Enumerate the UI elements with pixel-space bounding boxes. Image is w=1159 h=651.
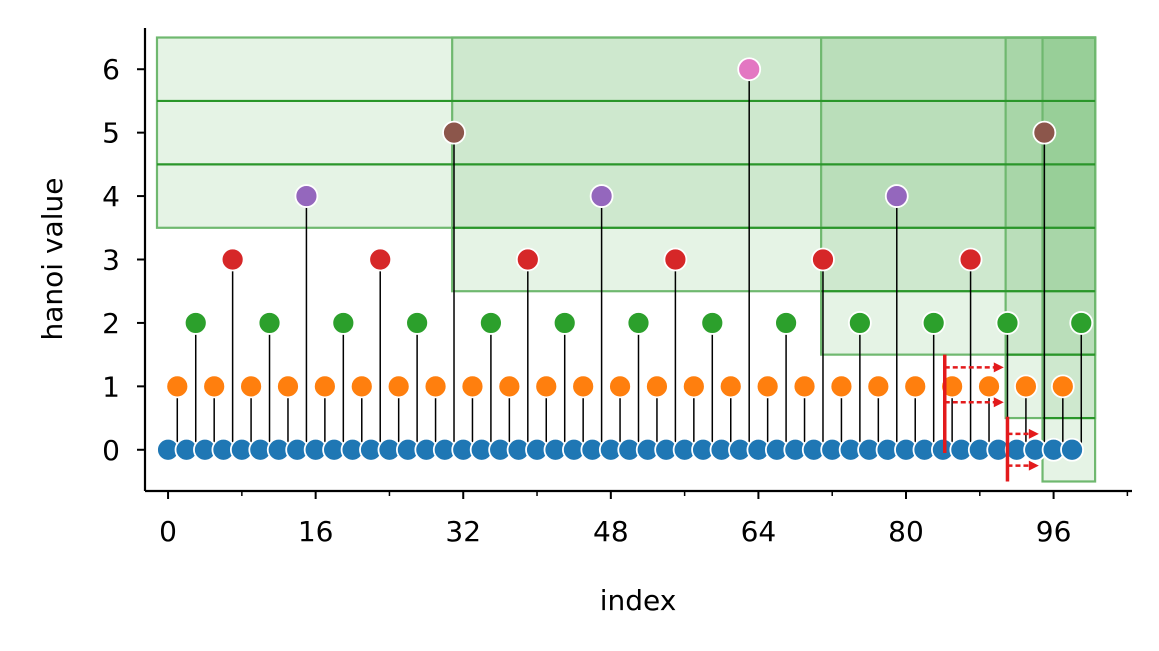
data-point-17 <box>312 374 337 399</box>
data-point-29 <box>423 374 448 399</box>
data-point-61 <box>718 374 743 399</box>
data-point-65 <box>755 374 780 399</box>
data-point-49 <box>608 374 632 399</box>
annotation-arrowhead-0-0 <box>993 362 1004 373</box>
region-box-2 <box>820 36 1097 356</box>
data-point-37 <box>497 374 522 399</box>
data-point-75 <box>847 311 872 335</box>
x-tick-label-1: 16 <box>298 515 334 548</box>
annotation-arrowhead-1-0 <box>1028 428 1039 439</box>
data-point-59 <box>700 311 725 335</box>
x-tick-label-4: 64 <box>741 515 777 548</box>
data-point-33 <box>460 374 485 399</box>
y-tick-label-3: 3 <box>102 244 120 277</box>
data-point-1 <box>165 374 190 399</box>
data-point-19 <box>331 311 356 335</box>
x-tick-label-3: 48 <box>593 515 629 548</box>
data-point-47 <box>589 184 614 208</box>
y-tick-label-6: 6 <box>102 53 120 86</box>
data-point-15 <box>294 184 319 208</box>
data-point-83 <box>921 311 946 335</box>
x-tick-label-2: 32 <box>445 515 481 548</box>
data-point-89 <box>977 374 1001 399</box>
region-box-4 <box>1041 36 1097 483</box>
y-tick-label-0: 0 <box>102 434 120 467</box>
data-point-51 <box>626 311 651 335</box>
data-point-71 <box>811 247 835 272</box>
data-point-81 <box>903 374 928 399</box>
data-point-11 <box>257 311 282 335</box>
data-point-7 <box>220 247 245 272</box>
data-point-98 <box>1060 437 1084 462</box>
data-point-31 <box>442 120 466 145</box>
data-point-87 <box>958 247 983 272</box>
data-point-91 <box>995 311 1020 335</box>
data-point-77 <box>866 374 891 399</box>
y-tick-label-5: 5 <box>102 117 120 150</box>
data-point-93 <box>1014 374 1038 399</box>
data-point-85 <box>940 374 965 399</box>
data-point-95 <box>1032 120 1057 145</box>
data-point-69 <box>792 374 817 399</box>
data-point-79 <box>884 184 909 208</box>
data-point-45 <box>571 374 596 399</box>
data-point-99 <box>1069 311 1094 335</box>
data-point-35 <box>479 311 503 335</box>
data-point-67 <box>774 311 798 335</box>
data-point-5 <box>202 374 227 399</box>
annotation-arrowhead-1-1 <box>1028 460 1039 471</box>
y-tick-label-4: 4 <box>102 180 120 213</box>
boxes-layer <box>155 36 1097 483</box>
points-layer <box>156 57 1094 462</box>
data-point-13 <box>276 374 300 399</box>
data-point-57 <box>681 374 706 399</box>
data-point-41 <box>534 374 559 399</box>
data-point-55 <box>663 247 688 272</box>
x-axis-label: index <box>600 584 677 617</box>
x-tick-label-0: 0 <box>159 515 177 548</box>
x-tick-label-6: 96 <box>1036 515 1072 548</box>
y-tick-label-2: 2 <box>102 307 120 340</box>
data-point-39 <box>515 247 540 272</box>
data-point-23 <box>368 247 393 272</box>
data-point-97 <box>1050 374 1075 399</box>
annotations-layer <box>942 354 1039 482</box>
data-point-27 <box>405 311 430 335</box>
ticks-layer: 0 16 32 48 64 80 96 0 1 2 3 4 5 6 <box>102 53 1129 548</box>
annotation-arrowhead-0-1 <box>993 397 1004 408</box>
data-point-43 <box>552 311 577 335</box>
data-point-25 <box>386 374 411 399</box>
y-axis-label: hanoi value <box>36 178 69 341</box>
x-tick-label-5: 80 <box>888 515 924 548</box>
data-point-53 <box>645 374 669 399</box>
y-tick-label-1: 1 <box>102 370 120 403</box>
data-point-3 <box>183 311 208 335</box>
data-point-9 <box>239 374 263 399</box>
data-point-21 <box>349 374 374 399</box>
data-point-73 <box>829 374 854 399</box>
data-point-63 <box>737 57 762 82</box>
